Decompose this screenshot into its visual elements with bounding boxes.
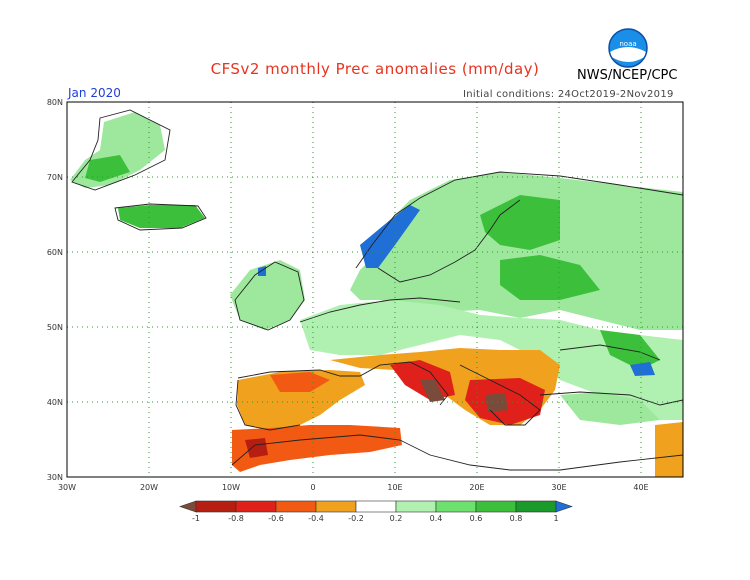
colorbar-segment xyxy=(435,500,477,513)
lat-label-60n: 60N xyxy=(47,248,63,257)
colorbar-segment xyxy=(515,500,557,513)
central-europe-wet xyxy=(300,300,683,420)
colorbar-tick-label: -0.6 xyxy=(268,514,284,523)
latitude-labels: 80N 70N 60N 50N 40N 30N xyxy=(47,98,63,482)
lon-label-20e: 20E xyxy=(469,483,484,492)
colorbar-tick-label: -0.8 xyxy=(228,514,244,523)
colorbar-segment xyxy=(395,500,437,513)
lat-label-70n: 70N xyxy=(47,173,63,182)
morocco-dry-dark xyxy=(245,438,268,458)
map-frame xyxy=(66,101,684,478)
noaa-logo: noaa xyxy=(608,28,648,68)
colorbar-segment xyxy=(235,500,277,513)
dry-anomaly-regions xyxy=(232,348,683,477)
colorbar-tick-label: -1 xyxy=(192,514,200,523)
scotland-very-wet xyxy=(258,266,266,276)
iceland-wet xyxy=(118,205,205,228)
colorbar-segment xyxy=(355,500,397,513)
iberia-dry-red xyxy=(270,372,330,392)
colorbar-tick-label: 0.4 xyxy=(430,514,443,523)
lat-label-40n: 40N xyxy=(47,398,63,407)
colorbar-tick-label: -0.4 xyxy=(308,514,324,523)
lon-label-10w: 10W xyxy=(222,483,240,492)
month-label: Jan 2020 xyxy=(68,86,121,100)
map-title: CFSv2 monthly Prec anomalies (mm/day) xyxy=(210,60,540,78)
middle-east-dry xyxy=(655,422,683,477)
lon-label-40e: 40E xyxy=(633,483,648,492)
iberia-dry xyxy=(237,370,365,430)
colorbar-tick-label: 0.6 xyxy=(470,514,483,523)
finland-wet-dark xyxy=(480,195,560,250)
greece-dry-darkest xyxy=(485,393,508,412)
lat-label-80n: 80N xyxy=(47,98,63,107)
initial-conditions-label: Initial conditions: 24Oct2019-2Nov2019 xyxy=(463,89,674,100)
lon-label-30e: 30E xyxy=(551,483,566,492)
uk-wet xyxy=(230,260,305,330)
caspian-very-wet xyxy=(630,362,655,376)
lon-label-20w: 20W xyxy=(140,483,158,492)
colorbar-segment xyxy=(475,500,517,513)
lon-label-10e: 10E xyxy=(387,483,402,492)
italy-dry-darkest xyxy=(420,380,445,402)
norway-very-wet xyxy=(360,205,420,268)
scandinavia-wet xyxy=(350,172,683,330)
coastlines xyxy=(71,109,684,471)
longitude-labels: 30W 20W 10W 0 10E 20E 30E 40E xyxy=(58,483,649,492)
colorbar-segment xyxy=(179,500,197,513)
colorbar-segment xyxy=(275,500,317,513)
colorbar-segment xyxy=(315,500,357,513)
lat-label-50n: 50N xyxy=(47,323,63,332)
turkey-wet xyxy=(560,392,660,425)
lon-label-30w: 30W xyxy=(58,483,76,492)
lat-label-30n: 30N xyxy=(47,473,63,482)
russia-wet-dark xyxy=(500,255,600,300)
colorbar-segment xyxy=(195,500,237,513)
greenland-wet-dark xyxy=(85,155,130,182)
colorbar-tick-label: -0.2 xyxy=(348,514,364,523)
noaa-logo-text: noaa xyxy=(619,40,636,48)
colorbar-tick-label: 1 xyxy=(553,514,558,523)
colorbar-tick-label: 0.2 xyxy=(390,514,403,523)
colorbar-segment xyxy=(555,500,573,513)
colorbar-tick-label: 0.8 xyxy=(510,514,523,523)
northern-africa-dry xyxy=(232,425,402,472)
lon-label-0: 0 xyxy=(310,483,315,492)
wet-anomaly-regions xyxy=(70,112,683,425)
agency-label: NWS/NCEP/CPC xyxy=(577,68,678,83)
